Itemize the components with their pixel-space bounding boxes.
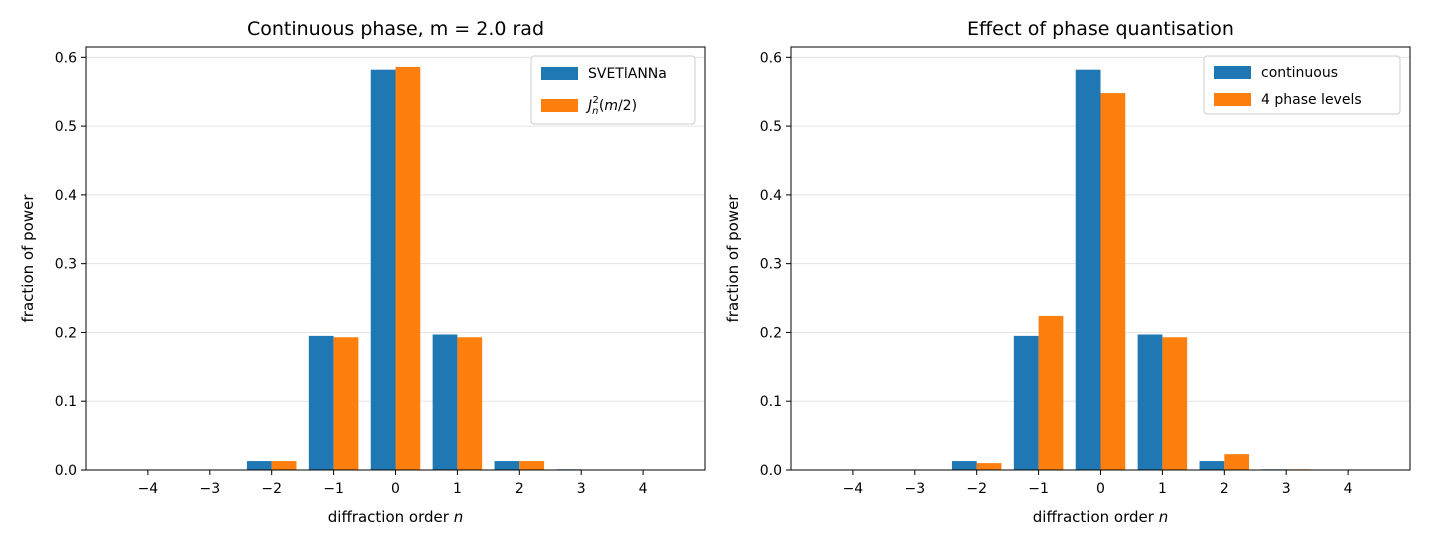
bar bbox=[1013, 335, 1039, 470]
x-tick-label: 2 bbox=[515, 481, 524, 497]
y-axis-label: fraction of power bbox=[724, 194, 742, 323]
bar bbox=[395, 66, 421, 470]
bar bbox=[1038, 315, 1064, 470]
bar bbox=[519, 461, 545, 470]
x-axis-label: diffraction order n bbox=[328, 508, 463, 526]
y-tick-label: 0.4 bbox=[55, 188, 77, 204]
bar bbox=[432, 334, 458, 470]
legend-label: continuous bbox=[1261, 65, 1338, 81]
y-tick-label: 0.1 bbox=[55, 394, 77, 410]
x-tick-label: 0 bbox=[391, 481, 400, 497]
x-tick-label: 4 bbox=[1344, 481, 1353, 497]
bar bbox=[1162, 337, 1188, 470]
y-tick-label: 0.6 bbox=[55, 50, 77, 66]
y-tick-label: 0.0 bbox=[55, 463, 77, 479]
x-tick-label: −4 bbox=[138, 481, 159, 497]
bar bbox=[1100, 93, 1126, 471]
legend-label: 4 phase levels bbox=[1261, 92, 1362, 108]
chart-panel-2: −4 −3 −2 −1 0 1 2 3 4 0.0 0.1 0.2 0.3 0.4 0.5 0.6 Effect… bbox=[724, 18, 1411, 526]
y-axis-label: fraction of power bbox=[19, 194, 37, 323]
bar bbox=[1199, 461, 1225, 470]
y-tick-label: 0.2 bbox=[760, 325, 782, 341]
y-tick-label: 0.5 bbox=[760, 119, 782, 135]
y-tick-label: 0.4 bbox=[760, 188, 782, 204]
bar bbox=[246, 461, 272, 470]
bar bbox=[494, 461, 520, 470]
x-axis-label: diffraction order n bbox=[1033, 508, 1168, 526]
y-tick-label: 0.1 bbox=[760, 394, 782, 410]
chart-title: Effect of phase quantisation bbox=[967, 18, 1234, 40]
x-axis-label-var: n bbox=[454, 508, 464, 526]
legend-swatch bbox=[541, 99, 578, 112]
legend: continuous 4 phase levels bbox=[1203, 55, 1401, 115]
x-tick-label: 2 bbox=[1220, 481, 1229, 497]
y-tick-label: 0.3 bbox=[760, 257, 782, 273]
x-tick-label: −3 bbox=[199, 481, 220, 497]
bar bbox=[1224, 454, 1250, 470]
x-tick-label: 0 bbox=[1096, 481, 1105, 497]
x-axis-label-var: n bbox=[1159, 508, 1169, 526]
x-tick-label: −2 bbox=[966, 481, 987, 497]
x-axis-label-text: diffraction order bbox=[1033, 508, 1159, 526]
bar bbox=[1075, 69, 1101, 470]
x-tick-label: 1 bbox=[453, 481, 462, 497]
x-tick-label: −4 bbox=[843, 481, 864, 497]
bar bbox=[976, 463, 1002, 470]
x-tick-label: 3 bbox=[1282, 481, 1291, 497]
x-tick-label: −2 bbox=[261, 481, 282, 497]
legend: SVETlANNa Jn2(m/2) bbox=[530, 55, 696, 125]
y-tick-label: 0.3 bbox=[55, 257, 77, 273]
bar bbox=[951, 461, 977, 470]
legend-swatch bbox=[541, 67, 578, 80]
x-tick-label: −1 bbox=[323, 481, 344, 497]
bar bbox=[333, 337, 359, 470]
bar bbox=[271, 461, 297, 470]
y-tick-label: 0.0 bbox=[760, 463, 782, 479]
bar bbox=[457, 337, 483, 470]
bar bbox=[308, 335, 334, 470]
bar bbox=[370, 69, 396, 470]
legend-label: SVETlANNa bbox=[588, 66, 667, 82]
y-tick-label: 0.5 bbox=[55, 119, 77, 135]
x-tick-label: −3 bbox=[904, 481, 925, 497]
y-tick-label: 0.2 bbox=[55, 325, 77, 341]
x-tick-label: 3 bbox=[577, 481, 586, 497]
chart-panel-1: −4 −3 −2 −1 0 1 2 3 4 0.0 0.1 0.2 0.3 0.4 0.5 0.6 Contin… bbox=[19, 18, 706, 526]
legend-label: Jn2(m/2) bbox=[585, 95, 637, 117]
legend-swatch bbox=[1214, 93, 1251, 106]
legend-frame bbox=[1203, 55, 1401, 115]
x-tick-label: 4 bbox=[639, 481, 648, 497]
chart-title: Continuous phase, m = 2.0 rad bbox=[247, 18, 544, 40]
legend-swatch bbox=[1214, 66, 1251, 79]
x-axis-label-text: diffraction order bbox=[328, 508, 454, 526]
bar bbox=[1137, 334, 1163, 470]
x-tick-label: −1 bbox=[1028, 481, 1049, 497]
x-tick-label: 1 bbox=[1158, 481, 1167, 497]
y-tick-label: 0.6 bbox=[760, 50, 782, 66]
